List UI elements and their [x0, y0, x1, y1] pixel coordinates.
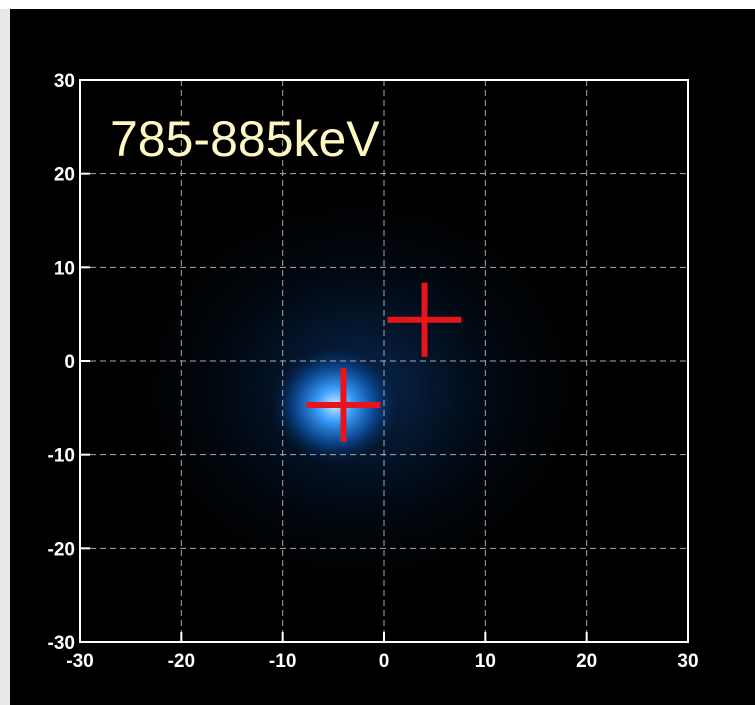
y-tick-label: -30 — [48, 633, 75, 654]
left-strip — [0, 0, 10, 705]
x-tick-label: 20 — [576, 651, 597, 672]
x-tick-label: 30 — [677, 651, 698, 672]
energy-label: 785-885keV — [110, 111, 380, 167]
x-tick-label: 10 — [475, 651, 496, 672]
x-tick-label: -30 — [66, 651, 93, 672]
y-tick-label: 10 — [54, 258, 75, 279]
y-tick-label: 30 — [54, 71, 75, 92]
x-tick-label: -20 — [168, 651, 195, 672]
chart: -30 -20 -10 0 10 20 30 -30 -20 -10 0 10 20 30 785-885… — [0, 0, 755, 705]
y-tick-label: -20 — [48, 539, 75, 560]
top-strip — [0, 0, 755, 9]
y-tick-label: 0 — [64, 352, 75, 373]
y-tick-label: -10 — [48, 446, 75, 467]
page: -30 -20 -10 0 10 20 30 -30 -20 -10 0 10 20 30 785-885… — [0, 0, 755, 705]
x-tick-label: -10 — [269, 651, 296, 672]
x-tick-label: 0 — [379, 651, 390, 672]
y-tick-label: 20 — [54, 165, 75, 186]
